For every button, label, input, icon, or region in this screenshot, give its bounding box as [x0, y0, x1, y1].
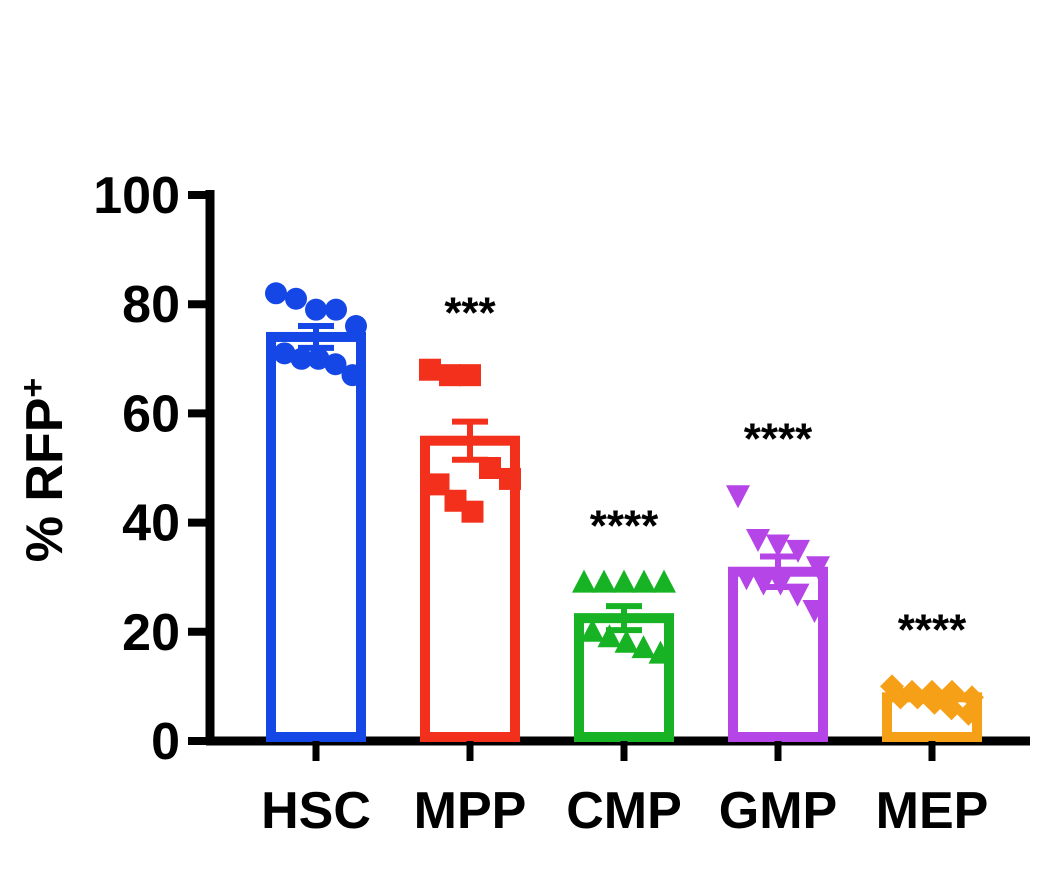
data-point-triangle-up: [592, 569, 616, 593]
data-point-square: [459, 364, 481, 387]
x-category-label: CMP: [566, 782, 682, 840]
data-point-square: [444, 489, 467, 512]
data-point-triangle-up: [572, 569, 596, 593]
bar-hsc: [266, 331, 366, 742]
data-point-diamond: [956, 701, 981, 726]
y-tick-label: 40: [122, 495, 180, 553]
data-point-triangle-up: [614, 629, 639, 653]
data-point-circle: [324, 353, 347, 376]
data-point-diamond: [960, 685, 984, 710]
data-point-square: [499, 467, 521, 490]
data-point-circle: [305, 298, 327, 321]
data-point-triangle-up: [652, 569, 676, 593]
data-point-square: [419, 358, 441, 381]
data-point-circle: [325, 298, 347, 321]
data-point-triangle-down: [746, 528, 770, 552]
data-point-square: [439, 364, 461, 387]
data-point-triangle-up: [632, 569, 656, 593]
data-point-square: [461, 500, 484, 523]
x-category-label: MEP: [876, 782, 989, 840]
error-bars: [298, 323, 950, 704]
data-point-triangle-down: [806, 556, 830, 580]
data-point-triangle-down: [802, 599, 827, 623]
data-point-circle: [285, 287, 307, 310]
data-point-triangle-up: [612, 569, 636, 593]
bar-gmp: [728, 566, 828, 742]
y-axis-title: % RFP+: [14, 378, 74, 563]
data-point-triangle-down: [726, 485, 750, 509]
y-tick-label: 60: [122, 385, 180, 443]
x-category-label: HSC: [261, 782, 371, 840]
data-point-circle: [265, 282, 287, 305]
data-points: [265, 282, 984, 726]
data-point-triangle-down: [766, 534, 790, 558]
data-point-triangle-up: [631, 635, 656, 659]
y-tick-label: 20: [122, 604, 180, 662]
data-point-circle: [273, 342, 296, 365]
data-point-triangle-up: [597, 624, 622, 648]
significance-label: ****: [744, 414, 813, 463]
data-point-triangle-down: [786, 539, 810, 563]
data-point-circle: [345, 315, 367, 338]
data-point-diamond: [888, 685, 913, 710]
y-ticks: 0 20 40 60 80 100: [93, 167, 210, 771]
y-tick-label: 100: [93, 167, 180, 225]
x-category-label: MPP: [414, 782, 527, 840]
significance-label: ***: [444, 289, 496, 338]
data-point-square: [427, 473, 450, 496]
data-point-circle: [307, 347, 330, 370]
significance-label: ****: [898, 605, 967, 654]
data-point-circle: [290, 347, 313, 370]
data-point-triangle-up: [580, 618, 605, 642]
x-category-label: GMP: [719, 782, 837, 840]
data-point-triangle-up: [648, 640, 673, 664]
y-tick-label: 80: [122, 276, 180, 334]
significance-label: ****: [590, 502, 659, 551]
labels: HSC MPP *** CMP **** GMP **** MEP ****: [261, 289, 988, 840]
y-tick-label: 0: [151, 713, 180, 771]
data-point-circle: [341, 364, 364, 387]
